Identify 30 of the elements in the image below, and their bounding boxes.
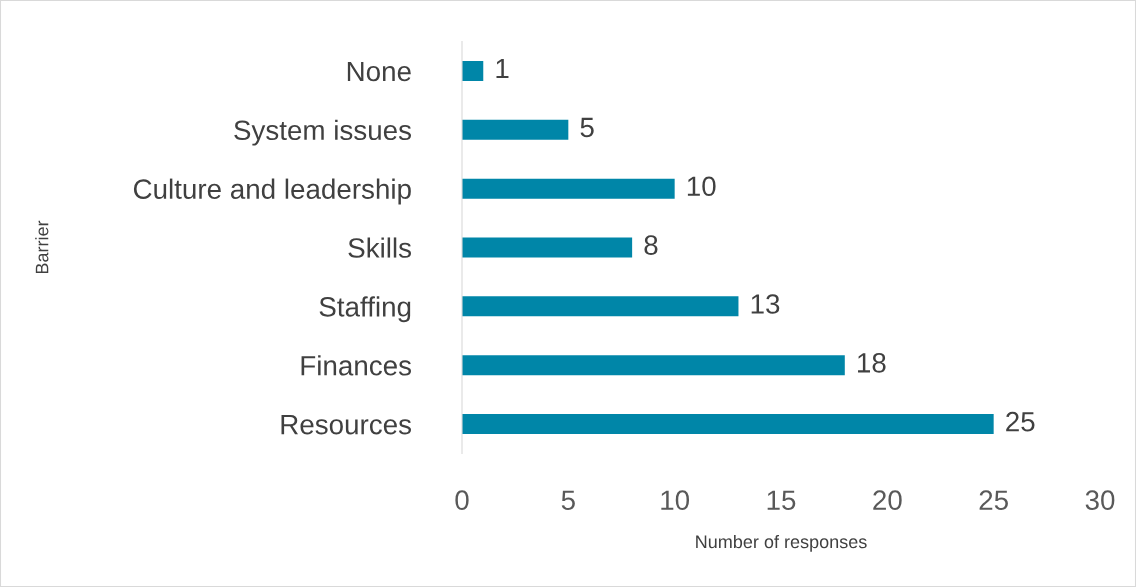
data-label: 8 <box>644 235 658 255</box>
x-tick-label: 10 <box>661 490 690 511</box>
bar <box>462 355 845 376</box>
x-tick-label: 5 <box>561 490 575 511</box>
data-label: 10 <box>687 176 716 197</box>
data-label: 25 <box>1006 411 1035 432</box>
y-tick-label: Finances <box>301 355 412 376</box>
bar <box>462 237 633 258</box>
bar <box>462 119 569 140</box>
y-tick-label: Staffing <box>319 296 411 323</box>
data-label: 1 <box>496 59 509 79</box>
x-tick-label: 15 <box>767 490 796 511</box>
y-tick-label: Skills <box>348 237 411 258</box>
x-axis-title: Number of responses <box>696 534 867 552</box>
bar <box>462 414 994 435</box>
y-tick-label: None <box>347 61 411 82</box>
x-tick-label: 25 <box>979 490 1008 511</box>
x-tick-label: 30 <box>1085 490 1115 511</box>
y-tick-label: Culture and leadership <box>133 178 411 205</box>
data-label: 18 <box>858 353 886 373</box>
bar <box>462 296 739 317</box>
x-tick-label: 20 <box>873 490 902 511</box>
y-tick-label: System issues <box>234 119 411 146</box>
y-tick-label: Resources <box>281 415 411 435</box>
data-label: 13 <box>751 294 780 314</box>
bar <box>462 178 675 199</box>
x-tick-label: 0 <box>455 490 469 511</box>
y-axis-title: Barrier <box>35 220 49 274</box>
bar <box>462 60 484 81</box>
data-label: 5 <box>580 117 594 138</box>
